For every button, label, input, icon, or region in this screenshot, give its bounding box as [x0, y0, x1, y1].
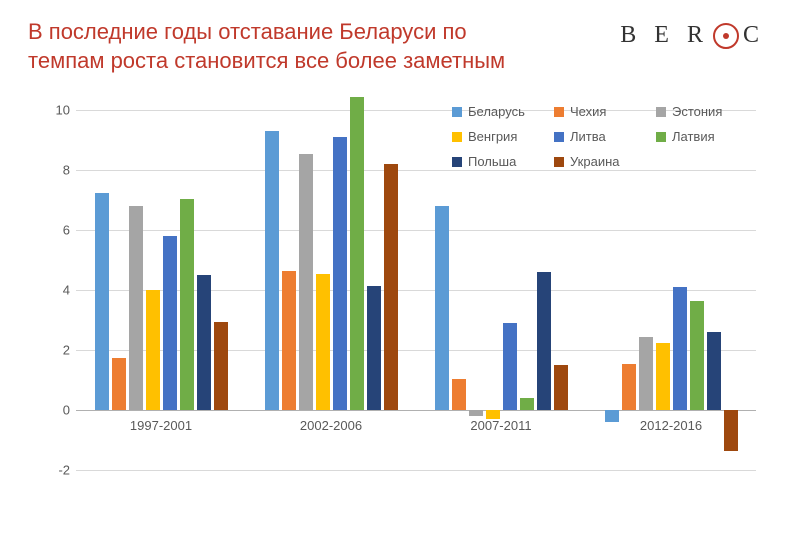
bar — [639, 337, 653, 411]
page-title: В последние годы отставание Беларуси по … — [28, 18, 505, 75]
bar — [520, 398, 534, 410]
logo-text-right: C — [743, 22, 765, 49]
legend-swatch — [554, 107, 564, 117]
title-line-1: В последние годы отставание Беларуси по — [28, 19, 467, 44]
legend-item: Латвия — [656, 129, 740, 144]
y-tick-label: 8 — [63, 163, 70, 178]
bar — [503, 323, 517, 410]
bar — [112, 358, 126, 411]
beroc-logo: B E R C — [620, 22, 765, 49]
gridline — [76, 470, 756, 471]
bar — [435, 206, 449, 410]
legend-label: Эстония — [672, 104, 722, 119]
bar — [673, 287, 687, 410]
bar — [316, 274, 330, 411]
x-tick-label: 1997-2001 — [130, 418, 192, 433]
gridline — [76, 350, 756, 351]
legend-item: Украина — [554, 154, 638, 169]
title-line-2: темпам роста становится все более заметн… — [28, 48, 505, 73]
legend-label: Литва — [570, 129, 606, 144]
legend-item: Венгрия — [452, 129, 536, 144]
bar — [622, 364, 636, 411]
legend: Беларусь Чехия Эстония Венгрия Литва Латвия По… — [448, 100, 768, 173]
x-tick-label: 2007-2011 — [470, 418, 531, 433]
legend-label: Венгрия — [468, 129, 517, 144]
y-tick-label: 4 — [63, 283, 70, 298]
legend-swatch — [656, 132, 666, 142]
bar — [384, 164, 398, 410]
legend-label: Чехия — [570, 104, 606, 119]
bar — [367, 286, 381, 411]
bar — [690, 301, 704, 411]
x-tick-label: 2002-2006 — [300, 418, 362, 433]
legend-item: Литва — [554, 129, 638, 144]
bar — [146, 290, 160, 410]
y-tick-label: -2 — [58, 463, 70, 478]
legend-item: Чехия — [554, 104, 638, 119]
y-tick-label: 0 — [63, 403, 70, 418]
y-tick-label: 6 — [63, 223, 70, 238]
bar — [282, 271, 296, 411]
x-tick-label: 2012-2016 — [640, 418, 702, 433]
bar — [350, 97, 364, 411]
legend-label: Беларусь — [468, 104, 525, 119]
bar — [537, 272, 551, 410]
bar — [299, 154, 313, 411]
bar — [605, 410, 619, 422]
bar — [265, 131, 279, 410]
x-axis-line — [76, 410, 756, 411]
legend-swatch — [452, 107, 462, 117]
y-tick-label: 10 — [56, 103, 70, 118]
gridline — [76, 290, 756, 291]
bar — [180, 199, 194, 411]
bar — [554, 365, 568, 410]
header: В последние годы отставание Беларуси по … — [0, 0, 793, 75]
bar — [333, 137, 347, 410]
legend-swatch — [554, 132, 564, 142]
bar — [724, 410, 738, 451]
bar — [95, 193, 109, 411]
bar — [129, 206, 143, 410]
y-tick-label: 2 — [63, 343, 70, 358]
legend-label: Латвия — [672, 129, 715, 144]
bar — [163, 236, 177, 410]
bar — [707, 332, 721, 410]
legend-item: Польша — [452, 154, 536, 169]
legend-swatch — [452, 157, 462, 167]
logo-o-icon — [713, 23, 739, 49]
legend-label: Украина — [570, 154, 620, 169]
bar — [469, 410, 483, 416]
legend-label: Польша — [468, 154, 516, 169]
legend-swatch — [554, 157, 564, 167]
bar — [197, 275, 211, 410]
legend-swatch — [452, 132, 462, 142]
legend-swatch — [656, 107, 666, 117]
legend-item: Беларусь — [452, 104, 536, 119]
bar — [214, 322, 228, 411]
bar — [656, 343, 670, 411]
chart-container: -2 0 2 4 6 8 10 1997-2001 2002-2006 2007-2011 2012… — [48, 100, 768, 520]
legend-item: Эстония — [656, 104, 740, 119]
bar — [452, 379, 466, 411]
logo-text-left: B E R — [620, 22, 709, 49]
gridline — [76, 230, 756, 231]
